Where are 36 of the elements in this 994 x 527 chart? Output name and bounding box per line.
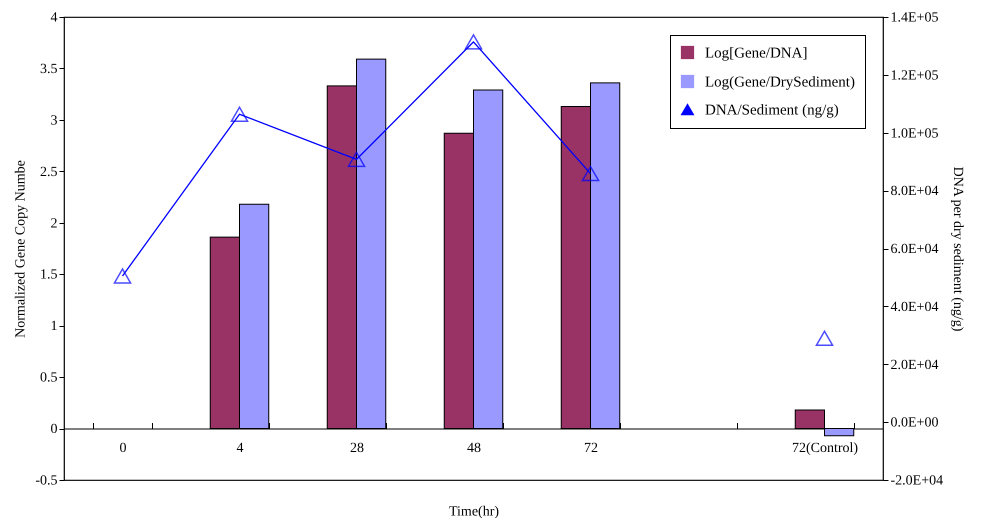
y-tick-label: 0 [50, 422, 58, 438]
y-tick-label: 3 [50, 113, 58, 128]
y2-tick-label: 1.4E+05 [890, 10, 938, 26]
x-tick-label: 0 [120, 441, 126, 456]
legend-label: DNA/Sediment (ng/g) [705, 102, 839, 118]
point [464, 34, 482, 50]
point [114, 268, 132, 284]
x-tick-label: 72(Control) [792, 441, 858, 456]
y2-tick-label: 2.0E+04 [890, 358, 938, 373]
y-tick-label: 3.5 [40, 62, 58, 77]
y2-tick-label: 4.0E+04 [890, 300, 938, 315]
y2-tick-label: 8.0E+04 [890, 184, 938, 200]
y2-axis-title: DNA per dry sediment (ng/g) [950, 166, 966, 332]
y-tick-label: 1.5 [40, 268, 58, 283]
y-tick-label: 0.5 [40, 370, 58, 386]
y2-tick-label: 6.0E+04 [890, 242, 938, 257]
x-tick-label: 72 [584, 441, 598, 456]
y-tick-label: 4 [50, 10, 58, 26]
y-tick-label: 2.5 [40, 164, 58, 180]
legend-label: Log[Gene/DNA] [705, 46, 808, 62]
x-tick-label: 28 [350, 441, 364, 456]
y2-tick-label: 1.0E+05 [890, 126, 938, 142]
point [582, 166, 600, 182]
y-tick-label: 1 [50, 319, 58, 334]
y2-tick-label: 0.0E+00 [890, 416, 938, 431]
legend-label: Log(Gene/DrySediment) [705, 74, 855, 90]
point [816, 330, 834, 346]
point [230, 106, 248, 122]
y2-tick-label: -2.0E+04 [890, 474, 944, 488]
y-tick-label: 2 [50, 216, 58, 232]
y-axis-title: Normalized Gene Copy Numbe [13, 160, 28, 338]
y-tick-label: -0.5 [35, 474, 58, 488]
x-tick-label: 4 [236, 441, 244, 456]
point [348, 152, 366, 168]
x-tick-label: 48 [467, 441, 481, 456]
y2-tick-label: 1.2E+05 [890, 68, 938, 84]
